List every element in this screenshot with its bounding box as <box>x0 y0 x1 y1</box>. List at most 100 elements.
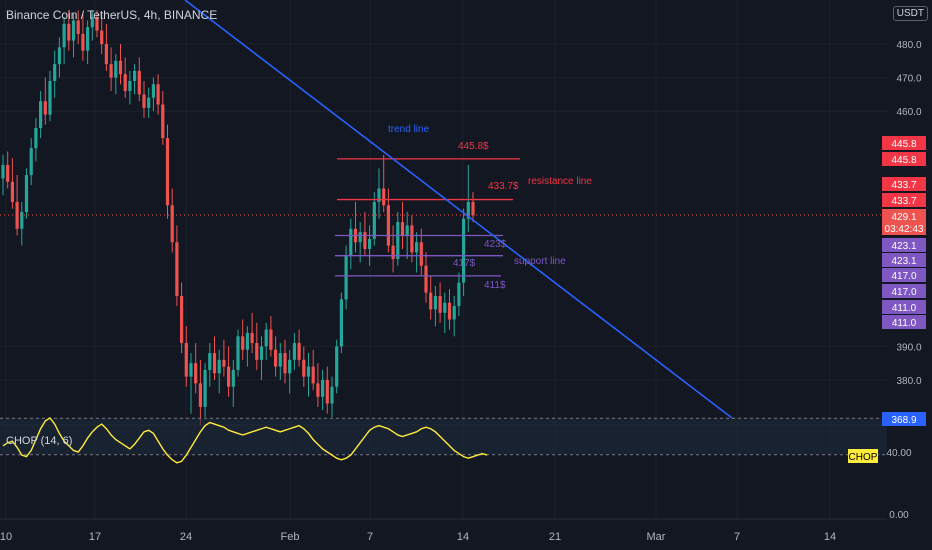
price-tag-bg <box>882 315 926 329</box>
x-tick-label: Feb <box>281 531 300 543</box>
price-axis[interactable]: 480.0 470.0 460.0 390.0 380.0 40.00 0.00 445.8 4… <box>848 0 932 521</box>
candle <box>424 265 428 293</box>
candle <box>137 70 141 95</box>
y-tick-label: 480.0 <box>896 40 921 51</box>
candle <box>471 201 475 216</box>
candle <box>194 363 198 384</box>
price-tag-label: 411.0 <box>892 318 917 329</box>
candle <box>382 188 386 206</box>
candle <box>227 366 231 387</box>
price-tag: 411.0 <box>882 300 926 314</box>
price-tag: 411.0 <box>882 315 926 329</box>
candle <box>349 228 353 256</box>
price-tag-bg <box>882 300 926 314</box>
price-tag-bg <box>882 412 926 426</box>
candle <box>311 366 315 384</box>
candle <box>20 212 24 229</box>
candle <box>250 332 254 344</box>
annotation-label: 423$ <box>484 239 507 250</box>
candle <box>147 97 151 108</box>
candle <box>189 363 193 377</box>
candle <box>410 225 414 253</box>
candle <box>288 359 292 374</box>
price-tag: 417.0 <box>882 268 926 282</box>
candle <box>452 306 456 320</box>
price-tag-label: 433.7 <box>891 196 916 207</box>
price-tag-label: 417.0 <box>891 287 916 298</box>
candle <box>109 64 113 78</box>
candle <box>368 238 372 249</box>
candle <box>466 201 470 219</box>
candle <box>259 346 264 360</box>
candle <box>81 33 85 51</box>
time-axis[interactable]: 10 17 24 Feb 7 14 21 Mar 7 14 <box>0 531 836 543</box>
candle <box>104 44 108 65</box>
candle <box>372 201 376 239</box>
candle <box>161 104 165 139</box>
indicator-title[interactable]: CHOP (14, 6) <box>6 435 73 447</box>
x-tick-label: 24 <box>180 531 192 543</box>
candle <box>48 80 52 115</box>
price-tag: 445.8 <box>882 152 926 166</box>
candle <box>100 30 104 44</box>
candle <box>339 299 343 347</box>
price-tag-label: 368.9 <box>891 415 916 426</box>
candle <box>57 47 61 65</box>
x-tick-label: 17 <box>89 531 101 543</box>
y-tick-label: 390.0 <box>896 342 921 353</box>
candle <box>6 164 10 182</box>
candle <box>128 80 132 92</box>
annotation-label: 417$ <box>453 258 476 269</box>
price-tag-bg <box>882 209 926 223</box>
chart-annotations: trend line 445.8$ 433.7$ resistance line 423… <box>388 124 592 291</box>
price-tag-bg <box>882 284 926 298</box>
price-tag-bg <box>882 238 926 252</box>
candle <box>95 17 99 31</box>
candle <box>175 242 179 296</box>
chop-tag-label: CHOP <box>849 452 878 463</box>
candle <box>297 343 301 360</box>
candle <box>443 302 447 313</box>
candle <box>283 353 287 374</box>
candle <box>447 302 452 320</box>
price-tag-label: 411.0 <box>892 303 917 314</box>
price-tag-label: 445.8 <box>891 139 916 150</box>
candle <box>222 359 226 367</box>
candle <box>231 369 235 387</box>
chop-tag: CHOP <box>848 449 878 463</box>
candle <box>123 74 127 92</box>
trend-line-group <box>184 0 733 419</box>
annotation-label: 411$ <box>484 280 506 291</box>
x-tick-label: 14 <box>457 531 469 543</box>
candle <box>344 255 348 300</box>
price-tag: 433.7 <box>882 177 926 191</box>
y-tick-label: 380.0 <box>896 376 921 387</box>
candle <box>330 386 334 404</box>
horizontal-levels <box>335 158 520 277</box>
chop-tick-label: 40.00 <box>886 448 911 459</box>
symbol-title[interactable]: Binance Coin / TetherUS, 4h, BINANCE <box>6 8 218 22</box>
currency-button[interactable]: USDT <box>892 6 928 21</box>
candle <box>67 23 71 41</box>
price-tag-bg <box>882 152 926 166</box>
annotation-label: resistance line <box>528 176 592 187</box>
x-tick-label: Mar <box>647 531 666 543</box>
candle <box>53 64 57 81</box>
candle <box>245 332 249 350</box>
candle <box>212 353 217 374</box>
x-tick-label: 7 <box>367 531 373 543</box>
candle <box>405 225 409 236</box>
candle <box>438 296 442 313</box>
x-tick-label: 10 <box>0 531 12 543</box>
price-tag-label: 417.0 <box>891 271 916 282</box>
x-tick-label: 21 <box>549 531 561 543</box>
price-tag: 368.9 <box>882 412 926 426</box>
candle <box>419 242 423 266</box>
candle <box>170 205 174 243</box>
candle <box>358 232 362 243</box>
price-tag: 417.0 <box>882 284 926 298</box>
candle <box>302 359 306 377</box>
candle <box>133 70 137 81</box>
candle <box>316 383 320 397</box>
